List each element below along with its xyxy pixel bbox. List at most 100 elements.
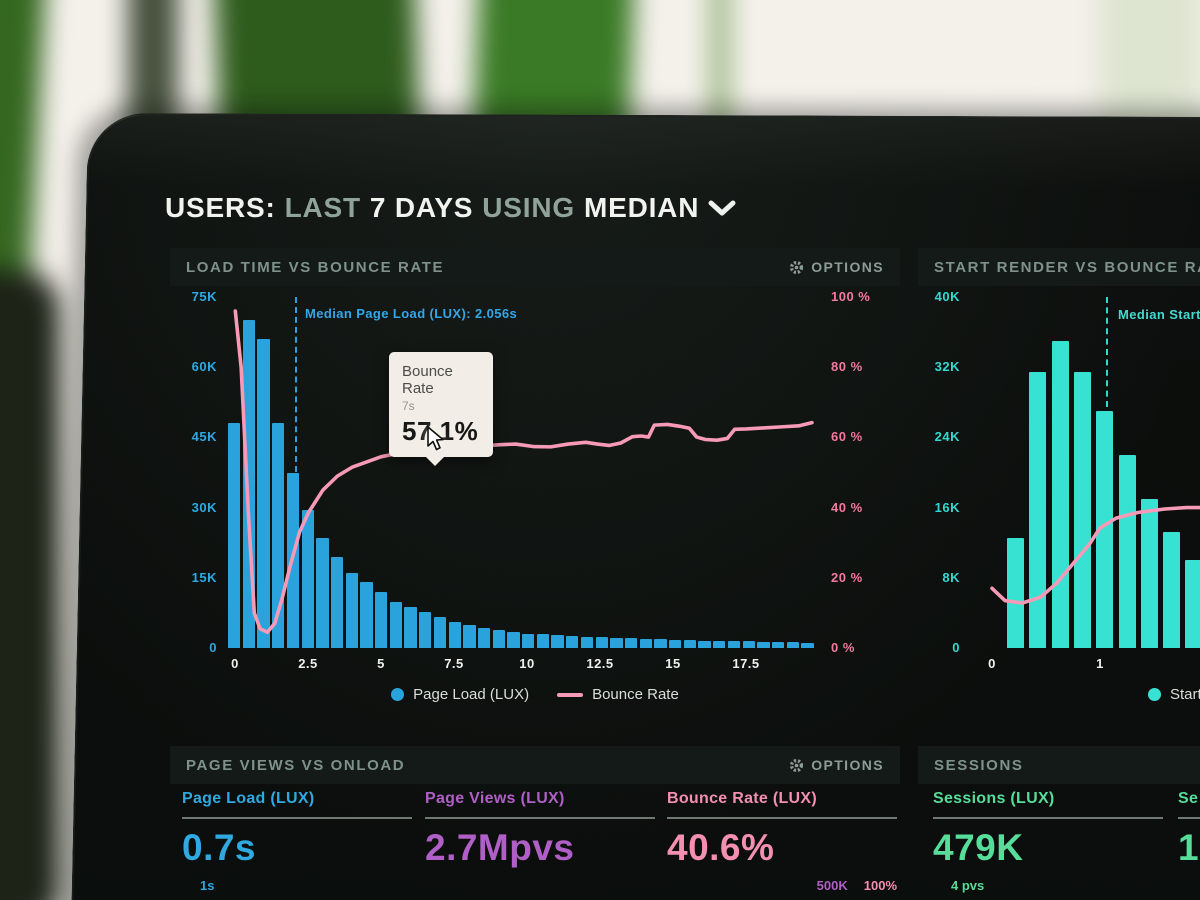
axis-tick-label: 40K <box>934 289 960 304</box>
kpi-page-views: Page Views (LUX) 2.7Mpvs <box>425 790 655 869</box>
histogram-bar <box>507 632 520 648</box>
histogram-bar <box>257 339 270 648</box>
histogram-bar <box>404 606 417 648</box>
axis-tick-label: 7.5 <box>444 656 464 671</box>
histogram-bar <box>580 636 594 648</box>
kpi-value: 479K <box>933 827 1024 868</box>
axis-tick-label: 16K <box>934 499 960 515</box>
kpi-value: 0.7s <box>182 827 257 868</box>
axis-tick-label: 80 % <box>831 359 863 375</box>
histogram-bar <box>316 538 329 648</box>
axis-tick-label: 10 <box>519 656 535 671</box>
histogram-bar <box>683 640 697 648</box>
kpi-sessions: Sessions (LUX) 479K 4 pvs <box>933 790 1163 893</box>
gear-icon <box>790 260 804 274</box>
histogram-bar <box>1007 538 1024 648</box>
options-label: OPTIONS <box>811 259 884 275</box>
histogram-bar <box>1185 560 1200 648</box>
axis-tick-label: 75K <box>191 289 217 304</box>
axis-tick-label: 24K <box>934 429 960 445</box>
histogram-bar <box>713 640 726 648</box>
axis-tick-label: 45K <box>191 429 217 445</box>
axis-tick-label: 60K <box>191 359 217 375</box>
histogram-bar <box>448 621 461 648</box>
axis-tick-label: 0 <box>988 656 996 671</box>
legend-load-time: Page Load (LUX) Bounce Rate <box>170 686 900 703</box>
legend-dot-icon <box>391 688 405 701</box>
legend-label: Start <box>1170 686 1200 703</box>
histogram-bar <box>624 638 638 648</box>
mouse-cursor-icon <box>427 426 444 451</box>
chevron-down-icon[interactable] <box>708 200 736 216</box>
tooltip-x-value: 7s <box>402 399 415 413</box>
median-page-load-label: Median Page Load (LUX): 2.056s <box>305 306 518 321</box>
kpi-label: Sessions (LUX) <box>933 790 1163 819</box>
chart-tooltip: Bounce Rate 7s 57.1% <box>389 352 493 466</box>
histogram-bar <box>1163 532 1181 648</box>
histogram-bar <box>771 642 785 648</box>
legend-item-start-render[interactable]: Start <box>1148 686 1200 703</box>
title-users: USERS: <box>165 192 276 223</box>
axis-tick-label: 0 % <box>831 640 855 655</box>
plant-leaf <box>0 270 60 900</box>
legend-item-page-load[interactable]: Page Load (LUX) <box>391 686 529 703</box>
median-start-render-label: Median Start <box>1118 307 1200 322</box>
histogram-bar <box>433 616 447 648</box>
bounce-rate-line <box>990 505 1200 605</box>
chart-start-render-vs-bounce-rate[interactable] <box>990 297 1200 648</box>
kpi-footnote-left: 500K <box>816 878 848 893</box>
axis-tick-label: 32K <box>934 359 960 375</box>
histogram-bar <box>492 630 505 648</box>
chart-load-time-vs-bounce-rate[interactable] <box>227 297 815 648</box>
histogram-bar <box>477 627 491 648</box>
options-label: OPTIONS <box>811 757 884 773</box>
kpi-sessions-clipped: Se 17 <box>1178 790 1200 869</box>
histogram-bar <box>610 637 623 648</box>
kpi-footnote: 4 pvs <box>951 878 985 893</box>
histogram-bar <box>698 640 711 648</box>
histogram-bar <box>1140 498 1158 648</box>
kpi-label: Se <box>1178 790 1200 819</box>
tooltip-series: Bounce Rate <box>402 363 453 397</box>
legend-item-bounce-rate[interactable]: Bounce Rate <box>557 686 679 703</box>
legend-dot-icon <box>1148 688 1161 701</box>
histogram-bar <box>551 635 564 648</box>
axis-tick-label: 0 <box>952 640 960 655</box>
kpi-label: Bounce Rate (LUX) <box>667 790 897 819</box>
kpi-value: 2.7Mpvs <box>425 827 575 868</box>
bounce-rate-line <box>233 309 814 635</box>
histogram-bar <box>463 625 476 648</box>
panel-header-page-views: PAGE VIEWS VS ONLOAD OPTIONS <box>170 746 900 784</box>
axis-tick-label: 1 <box>1096 656 1104 671</box>
histogram-bar <box>375 591 388 648</box>
axis-tick-label: 0 <box>209 640 217 655</box>
kpi-label: Page Load (LUX) <box>182 790 412 819</box>
axis-tick-label: 0 <box>231 656 239 671</box>
axis-tick-label: 17.5 <box>732 656 760 671</box>
histogram-bar <box>1029 371 1047 648</box>
histogram-bar <box>330 556 344 648</box>
kpi-page-load: Page Load (LUX) 0.7s 1s <box>182 790 412 893</box>
histogram-bar <box>669 639 682 648</box>
histogram-bar <box>727 641 741 648</box>
median-dashed-line <box>1106 297 1109 407</box>
title-last: LAST <box>284 192 361 223</box>
axis-tick-label: 20 % <box>831 569 863 585</box>
axis-tick-label: 60 % <box>831 429 863 445</box>
legend-label: Page Load (LUX) <box>413 686 530 703</box>
histogram-bar <box>345 573 358 648</box>
kpi-footnotes: 500K 100% <box>667 878 897 893</box>
histogram-bar <box>389 601 403 648</box>
options-button[interactable]: OPTIONS <box>789 259 884 275</box>
page-title[interactable]: USERS: LAST 7 DAYS USING MEDIAN <box>165 192 736 224</box>
kpi-footnote-right: 100% <box>863 878 897 893</box>
axis-tick-label: 100 % <box>831 289 871 304</box>
histogram-bar <box>654 639 667 648</box>
gear-icon <box>790 758 804 772</box>
axis-tick-label: 40 % <box>831 499 863 515</box>
histogram-bar <box>228 423 241 648</box>
axis-tick-label: 30K <box>191 499 217 515</box>
options-button[interactable]: OPTIONS <box>789 757 884 773</box>
